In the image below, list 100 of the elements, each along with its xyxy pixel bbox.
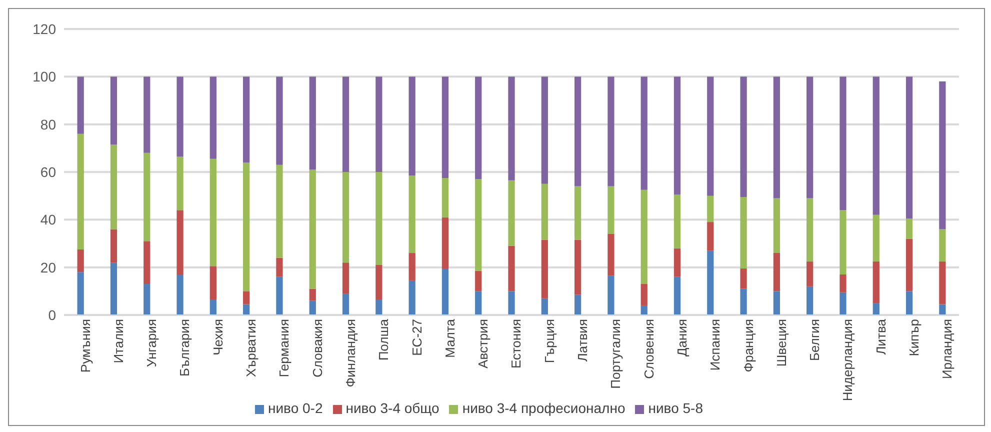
bar [806,76,814,198]
bar [541,76,548,184]
y-tick-label: 100 [32,68,56,85]
y-tick-label: 20 [40,259,56,276]
y-tick-label: 40 [40,212,56,228]
y-tick-label: 60 [40,164,56,180]
bar [176,156,184,210]
bar [309,76,316,170]
bar [475,76,482,180]
bar [210,76,216,159]
bar [210,300,216,315]
bar [110,229,118,263]
bar [740,288,747,315]
bar [541,240,548,298]
bar [309,170,316,289]
bar [906,218,913,239]
bar [276,76,283,165]
bar [408,176,416,254]
bar [276,258,283,277]
x-tick-label: Словакия [310,319,325,378]
bar [608,186,614,234]
x-tick-label: Франция [740,319,756,372]
bar [773,253,780,292]
bar [110,262,118,315]
x-tick-label: Белгия [807,319,822,361]
x-tick-label: Литва [873,318,888,355]
bar [144,76,150,153]
x-tick-label: Латвия [575,319,590,362]
bar [210,158,216,266]
bar [608,234,614,276]
bar [243,76,250,162]
x-tick-label: Португалия [608,319,624,389]
bar [906,238,913,292]
x-tick-label: Германия [276,319,292,378]
bar [541,184,548,240]
bar [674,248,681,277]
x-tick-label: Румъния [78,319,93,373]
bar [342,172,350,263]
bar [276,276,283,315]
bar [674,194,681,248]
bar [243,291,250,304]
bar [939,229,946,262]
bar [574,294,582,315]
bar [176,76,184,157]
bar [77,272,84,315]
bar [574,76,582,186]
bar [475,270,482,292]
bar [640,305,648,315]
bar [806,286,814,315]
bar [276,164,283,258]
legend-label: ниво 5-8 [648,400,703,416]
bar [309,300,316,315]
bar [872,76,880,215]
bar [309,288,316,301]
bar [442,178,449,218]
bar [442,268,449,315]
bar [376,172,382,265]
bar [773,76,780,198]
x-tick-label: ЕС-27 [409,319,424,356]
x-tick-label: Чехия [210,319,226,356]
x-tick-label: Гърция [542,319,557,364]
legend-label: ниво 0-2 [268,400,323,416]
bar [144,152,150,242]
x-tick-label: Испания [708,319,723,371]
bar [939,261,946,304]
bar [376,76,382,172]
bar [773,198,780,254]
bar [840,292,846,315]
bar [906,76,913,218]
x-tick-label: Нидерландия [840,319,856,402]
bar [408,280,416,315]
y-tick-label: 0 [48,306,56,323]
bar [906,291,913,315]
bar [608,276,614,315]
bar [707,196,714,222]
x-tick-label: Кипър [906,319,922,356]
bar [342,294,350,315]
bar [773,291,780,315]
bar [442,76,449,178]
x-tick-label: България [177,319,192,376]
bar [806,198,814,262]
bar [508,246,515,292]
bar [939,304,946,315]
bar [210,266,216,300]
bar [144,284,150,315]
bar [872,303,880,315]
bar [872,214,880,262]
bar [475,291,482,315]
legend-label: ниво 3-4 професионално [462,400,626,416]
bar [707,222,714,251]
legend-label: ниво 3-4 общо [346,400,440,416]
bar [144,241,150,284]
bar [376,264,382,300]
bar [475,179,482,271]
bar [243,162,250,292]
bar [840,274,846,292]
bar [608,76,614,186]
x-tick-label: Малта [442,318,458,358]
bar [872,261,880,304]
bar [110,76,118,145]
